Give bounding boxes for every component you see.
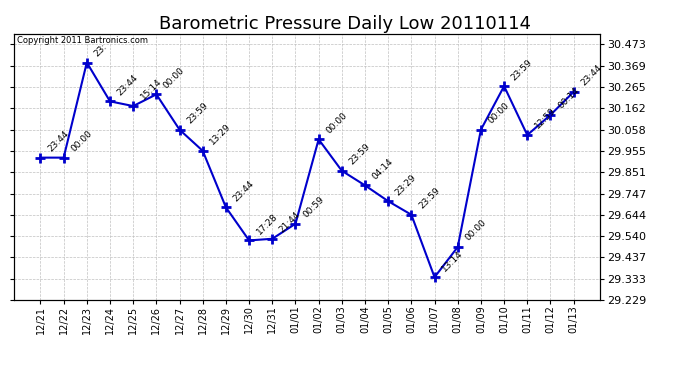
Text: 00:00: 00:00 bbox=[324, 111, 349, 135]
Text: 00:00: 00:00 bbox=[162, 66, 186, 90]
Text: 04:14: 04:14 bbox=[371, 157, 395, 181]
Text: 00:59: 00:59 bbox=[301, 195, 326, 220]
Text: 13:29: 13:29 bbox=[208, 122, 233, 147]
Text: 12:59: 12:59 bbox=[533, 106, 558, 131]
Text: 23:29: 23:29 bbox=[394, 172, 418, 197]
Text: Barometric Pressure Daily Low 20110114: Barometric Pressure Daily Low 20110114 bbox=[159, 15, 531, 33]
Text: 13:14: 13:14 bbox=[440, 249, 464, 273]
Text: 23:59: 23:59 bbox=[417, 186, 442, 211]
Text: 23:: 23: bbox=[92, 42, 109, 58]
Text: 15:14: 15:14 bbox=[139, 77, 164, 102]
Text: 23:44: 23:44 bbox=[115, 73, 140, 97]
Text: 23:59: 23:59 bbox=[185, 101, 210, 126]
Text: 23:59: 23:59 bbox=[347, 142, 372, 166]
Text: 23:44: 23:44 bbox=[579, 63, 604, 88]
Text: 23:59: 23:59 bbox=[510, 57, 534, 82]
Text: 00:00: 00:00 bbox=[486, 101, 511, 126]
Text: 00:00: 00:00 bbox=[69, 129, 94, 153]
Text: 00:14: 00:14 bbox=[556, 86, 580, 111]
Text: 23:44: 23:44 bbox=[46, 129, 70, 153]
Text: 23:44: 23:44 bbox=[231, 179, 256, 203]
Text: 00:00: 00:00 bbox=[463, 218, 488, 243]
Text: Copyright 2011 Bartronics.com: Copyright 2011 Bartronics.com bbox=[17, 36, 148, 45]
Text: 17:28: 17:28 bbox=[255, 211, 279, 236]
Text: 21:44: 21:44 bbox=[278, 210, 302, 235]
